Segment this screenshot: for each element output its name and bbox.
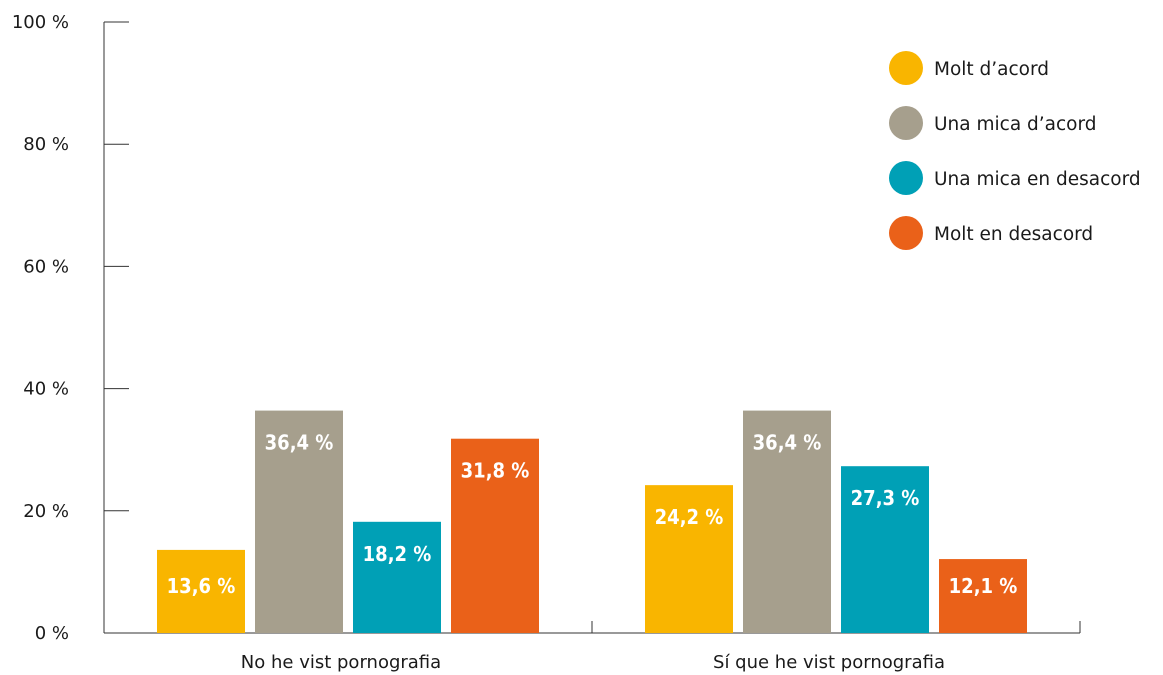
y-tick-label: 60 %: [23, 256, 69, 277]
bar-data-label: 31,8 %: [461, 459, 530, 483]
legend-swatch: [889, 161, 923, 195]
legend-label: Una mica en desacord: [934, 169, 1141, 190]
bar: [157, 549, 245, 633]
legend-label: Molt d’acord: [934, 59, 1049, 80]
x-category-label: No he vist pornografia: [241, 652, 441, 673]
bar: [939, 559, 1027, 633]
y-tick-label: 100 %: [12, 12, 69, 33]
y-tick-label: 80 %: [23, 134, 69, 155]
legend-swatch: [889, 51, 923, 85]
bars: 13,6 % 36,4 % 18,2 % 31,8 % 24,2 % 36,4 % 27,3…: [157, 410, 1027, 633]
bar: [353, 521, 441, 633]
legend-swatch: [889, 216, 923, 250]
bar-data-label: 24,2 %: [655, 505, 724, 529]
legend-label: Una mica d’acord: [934, 114, 1097, 135]
y-tick-label: 40 %: [23, 379, 69, 400]
x-axis: No he vist pornografia Sí que he vist por…: [104, 621, 1081, 673]
bar-data-label: 36,4 %: [265, 431, 334, 455]
bar: [841, 466, 929, 633]
legend-swatch: [889, 106, 923, 140]
bar-data-label: 27,3 %: [851, 486, 920, 510]
bar-data-label: 12,1 %: [949, 574, 1018, 598]
bar-data-label: 18,2 %: [363, 542, 432, 566]
legend-label: Molt en desacord: [934, 224, 1093, 245]
y-tick-label: 0 %: [35, 623, 69, 644]
x-category-label: Sí que he vist pornografia: [713, 652, 945, 673]
bar: [645, 485, 733, 633]
bar: [255, 410, 343, 633]
legend: Molt d’acord Una mica d’acord Una mica en …: [889, 51, 1141, 250]
bar-data-label: 36,4 %: [753, 431, 822, 455]
bar: [743, 410, 831, 633]
y-tick-label: 20 %: [23, 501, 69, 522]
bar-data-label: 13,6 %: [167, 574, 236, 598]
y-axis: 0 % 20 % 40 % 60 % 80 % 100 %: [12, 12, 129, 644]
bar: [451, 438, 539, 633]
